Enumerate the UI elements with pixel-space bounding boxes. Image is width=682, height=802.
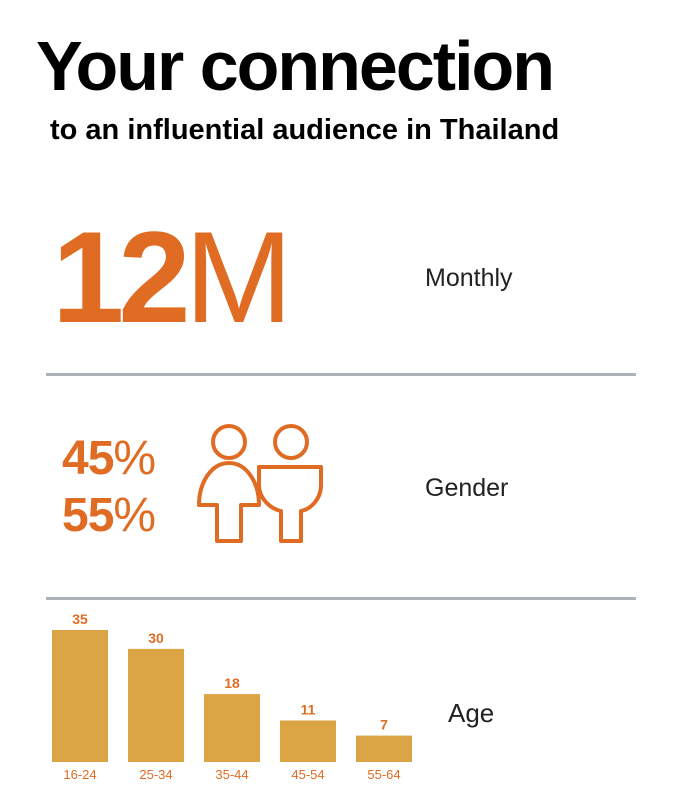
bar-45-54: [280, 720, 336, 762]
page-title: Your connection: [36, 27, 555, 105]
gender-percent-male: 55%: [62, 489, 156, 542]
male-person-icon: [257, 424, 323, 543]
monthly-suffix: M: [184, 204, 293, 350]
x-tick-label: 35-44: [215, 767, 248, 782]
gender-percent-female: 45%: [62, 432, 156, 485]
gender-label: Gender: [425, 474, 509, 502]
gender-male-number: 55: [62, 489, 114, 542]
gender-icons: [197, 424, 323, 543]
section-divider: [46, 597, 636, 600]
age-bar-chart: 35 16-24 30 25-34 18 35-44 11 45-54 7 55-64: [52, 611, 412, 782]
monthly-stat: 12M: [52, 212, 293, 342]
x-tick-label: 45-54: [291, 767, 324, 782]
x-tick-label: 25-34: [139, 767, 172, 782]
bar-55-64: [356, 735, 412, 762]
bar-value-label: 35: [72, 611, 88, 627]
section-divider: [46, 373, 636, 376]
gender-female-number: 45: [62, 432, 114, 485]
bar-value-label: 18: [224, 675, 240, 691]
bar-value-label: 30: [148, 630, 164, 646]
bar-value-label: 11: [301, 702, 316, 718]
bar-value-label: 7: [380, 717, 388, 733]
bar-35-44: [204, 694, 260, 762]
page-subtitle: to an influential audience in Thailand: [50, 114, 560, 146]
gender-female-sign: %: [113, 432, 156, 485]
chart-title: Age: [448, 698, 495, 728]
female-person-icon: [197, 424, 261, 543]
bar-25-34: [128, 648, 184, 762]
x-tick-label: 16-24: [63, 767, 96, 782]
monthly-label: Monthly: [425, 264, 513, 292]
monthly-number: 12: [52, 204, 191, 350]
x-tick-label: 55-64: [367, 767, 400, 782]
bar-16-24: [52, 630, 108, 762]
gender-male-sign: %: [113, 489, 156, 542]
